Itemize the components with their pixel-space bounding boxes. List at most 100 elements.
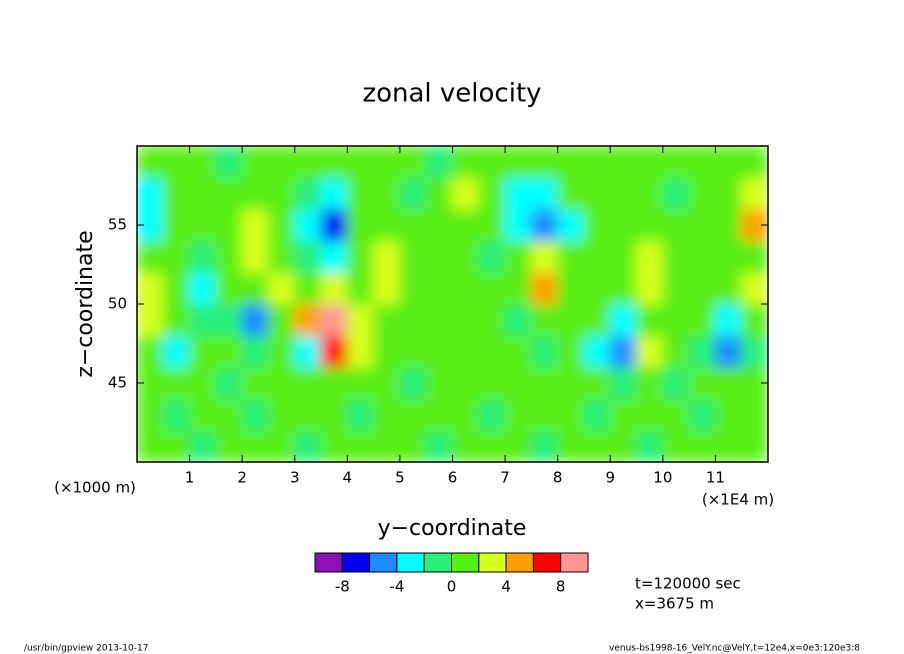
y-tick-label: 55: [108, 216, 127, 234]
field-cell: [373, 335, 401, 368]
field-cell: [662, 429, 690, 462]
field-cell: [320, 366, 348, 400]
field-cell: [215, 398, 243, 431]
field-cell: [320, 398, 348, 431]
field-cell: [478, 271, 506, 305]
field-cell: [504, 240, 532, 273]
field-cell: [346, 335, 375, 368]
colorbar-swatch: [478, 552, 507, 573]
field-cell: [583, 146, 611, 179]
field-cell: [478, 335, 506, 368]
x-offset-label: (×1000 m): [54, 479, 136, 497]
field-cell: [662, 366, 690, 400]
field-cell: [320, 335, 348, 368]
field-cell: [137, 271, 164, 305]
field-cell: [714, 208, 743, 242]
field-cell: [557, 177, 585, 210]
field-cell: [714, 429, 743, 462]
field-cell: [215, 240, 243, 273]
field-cell: [662, 208, 690, 242]
field-cell: [215, 146, 243, 179]
field-cell: [636, 398, 664, 431]
field-cell: [741, 303, 768, 337]
field-cell: [452, 240, 480, 273]
field-cell: [320, 146, 348, 179]
field-cell: [425, 335, 453, 368]
field-cell: [215, 208, 243, 242]
field-cell: [241, 366, 269, 400]
field-cell: [688, 335, 716, 368]
colorbar-swatch: [532, 552, 562, 573]
field-cell: [399, 271, 427, 305]
colorbar-swatch: [369, 552, 398, 573]
field-cell: [399, 303, 427, 337]
field-cell: [478, 208, 506, 242]
x-tick-label: 4: [343, 469, 353, 487]
field-cell: [530, 177, 559, 210]
field-cell: [320, 208, 348, 242]
field-cell: [688, 303, 716, 337]
field-cell: [583, 271, 611, 305]
field-cell: [741, 429, 768, 462]
colorbar-swatch: [505, 552, 534, 573]
field-cell: [688, 271, 716, 305]
field-cell: [320, 429, 348, 462]
colorbar-tick-label: -4: [389, 578, 404, 596]
field-cell: [294, 177, 322, 210]
field-cell: [688, 398, 716, 431]
field-cell: [530, 240, 559, 273]
field-cell: [241, 146, 269, 179]
field-cell: [478, 303, 506, 337]
field-cell: [741, 398, 768, 431]
field-cell: [504, 208, 532, 242]
field-cell: [478, 177, 506, 210]
colorbar-swatch: [423, 552, 453, 573]
field-cell: [162, 271, 191, 305]
y-tick-label: 50: [108, 295, 127, 313]
field-cell: [741, 335, 768, 368]
field-cell: [636, 366, 664, 400]
field-cell: [346, 303, 375, 337]
field: [137, 146, 768, 462]
field-cell: [688, 240, 716, 273]
field-cell: [267, 398, 296, 431]
colorbar-tick-label: 0: [447, 578, 457, 596]
field-cell: [478, 366, 506, 400]
field-cell: [530, 208, 559, 242]
field-cell: [294, 208, 322, 242]
field-cell: [267, 366, 296, 400]
field-cell: [557, 146, 585, 179]
field-cell: [162, 303, 191, 337]
field-cell: [583, 240, 611, 273]
field-cell: [714, 303, 743, 337]
field-cell: [399, 208, 427, 242]
field-cell: [609, 177, 638, 210]
x-tick-label: 5: [395, 469, 405, 487]
field-cell: [504, 398, 532, 431]
field-cell: [294, 146, 322, 179]
field-cell: [478, 429, 506, 462]
field-cell: [215, 335, 243, 368]
field-cell: [425, 146, 453, 179]
field-cell: [662, 240, 690, 273]
field-cell: [267, 335, 296, 368]
field-cell: [530, 146, 559, 179]
field-cell: [452, 303, 480, 337]
field-cell: [399, 240, 427, 273]
field-cell: [162, 177, 191, 210]
field-cell: [714, 366, 743, 400]
field-cell: [636, 146, 664, 179]
field-cell: [530, 271, 559, 305]
field-cell: [346, 271, 375, 305]
field-cell: [425, 177, 453, 210]
field-cell: [162, 429, 191, 462]
x-tick-label: 8: [553, 469, 563, 487]
field-cell: [346, 177, 375, 210]
field-cell: [215, 366, 243, 400]
field-cell: [662, 335, 690, 368]
x-unit-label: (×1E4 m): [702, 491, 774, 509]
field-cell: [137, 398, 164, 431]
field-cell: [267, 208, 296, 242]
field-cell: [662, 177, 690, 210]
x-tick-label: 6: [448, 469, 458, 487]
